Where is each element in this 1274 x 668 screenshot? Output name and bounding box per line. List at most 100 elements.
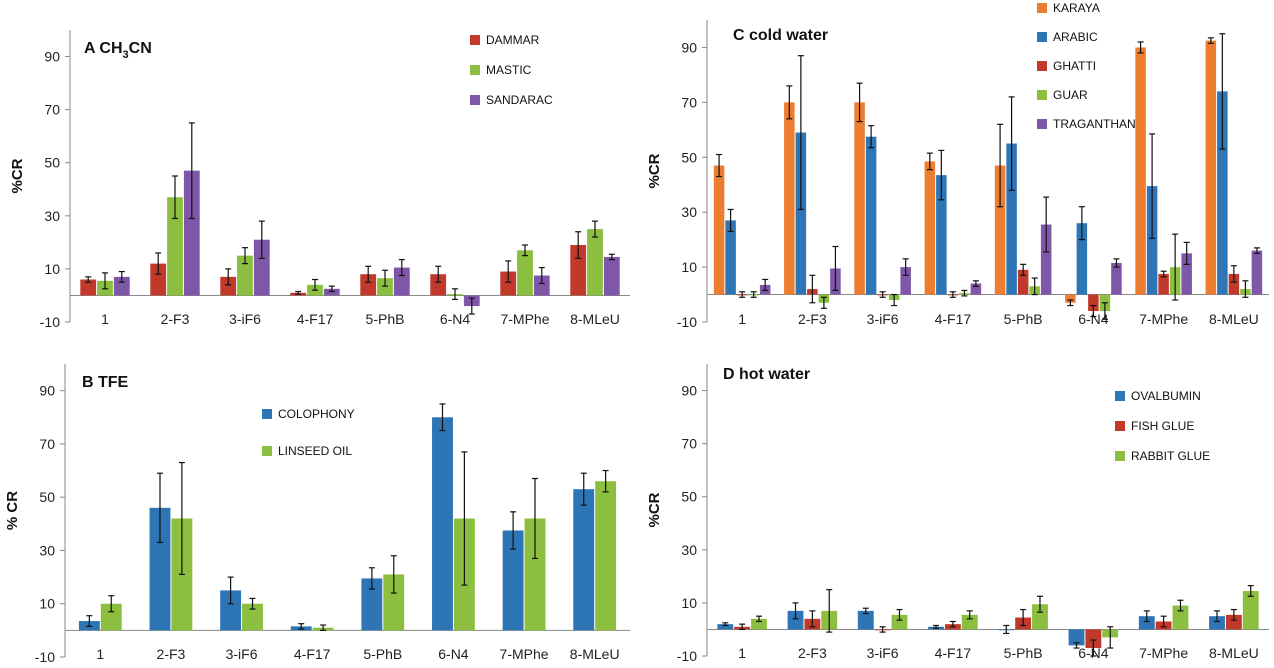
x-tick-label: 5-PhB bbox=[366, 311, 405, 327]
legend-label: MASTIC bbox=[486, 63, 532, 77]
y-tick-label: 50 bbox=[681, 149, 697, 165]
x-tick-label: 2-F3 bbox=[161, 311, 190, 327]
y-tick-label: 90 bbox=[44, 49, 60, 65]
bar-c-traganthan bbox=[1251, 250, 1263, 295]
legend-swatch bbox=[1037, 3, 1047, 13]
legend-swatch bbox=[1037, 90, 1047, 100]
bar-c-karaya bbox=[924, 161, 936, 295]
legend-swatch bbox=[262, 446, 272, 456]
x-tick-label: 1 bbox=[96, 646, 104, 662]
bar-d-ovalbumin bbox=[717, 624, 734, 630]
bar-b-linseed-oil bbox=[595, 481, 617, 631]
x-tick-label: 8-MLeU bbox=[570, 311, 620, 327]
bar-b-linseed-oil bbox=[524, 518, 546, 631]
bar-d-ovalbumin bbox=[1138, 616, 1155, 630]
bar-c-arabic bbox=[1006, 143, 1017, 295]
x-tick-label: 1 bbox=[738, 311, 746, 327]
bar-a-dammar bbox=[220, 276, 237, 296]
bar-a-sandarac bbox=[183, 170, 200, 296]
x-tick-label: 8-MLeU bbox=[570, 646, 620, 662]
bar-d-rabbit-glue bbox=[751, 618, 767, 630]
legend-swatch bbox=[1115, 391, 1125, 401]
legend-label: ARABIC bbox=[1053, 30, 1098, 44]
y-tick-label: 30 bbox=[44, 208, 60, 224]
y-tick-label: 50 bbox=[681, 489, 697, 505]
y-tick-label: 70 bbox=[44, 102, 60, 118]
bar-c-arabic bbox=[865, 136, 877, 295]
bar-c-arabic bbox=[1217, 91, 1228, 295]
x-tick-label: 7-MPhe bbox=[1139, 311, 1188, 327]
bar-c-traganthan bbox=[1181, 253, 1192, 295]
chart-panel-d: -10 10 30 50 70 90 %CR D hot water 1 2-F3 3-iF6 4-F… bbox=[646, 364, 1269, 664]
bar-a-mastic bbox=[237, 255, 253, 296]
x-tick-label: 3-iF6 bbox=[867, 311, 899, 327]
panel-title: C cold water bbox=[733, 27, 828, 44]
x-tick-label: 7-MPhe bbox=[500, 646, 549, 662]
x-tick-label: 5-PhB bbox=[363, 646, 402, 662]
bar-d-ovalbumin bbox=[857, 610, 874, 630]
y-tick-label: 70 bbox=[681, 94, 697, 110]
x-tick-label: 5-PhB bbox=[1004, 645, 1043, 661]
legend-swatch bbox=[470, 35, 480, 45]
x-tick-label: 5-PhB bbox=[1004, 311, 1043, 327]
bar-a-dammar bbox=[430, 274, 447, 296]
bar-a-sandarac bbox=[533, 275, 550, 296]
y-tick-label: 10 bbox=[681, 259, 697, 275]
bar-c-traganthan bbox=[1111, 262, 1122, 295]
bar-c-karaya bbox=[1135, 47, 1146, 295]
y-tick-label: 10 bbox=[681, 595, 697, 611]
bar-c-karaya bbox=[713, 165, 725, 295]
bar-c-karaya bbox=[1205, 40, 1217, 295]
legend-swatch bbox=[1037, 32, 1047, 42]
panel-title-subscript: 3 bbox=[123, 49, 129, 61]
bar-a-dammar bbox=[80, 279, 97, 296]
legend-swatch bbox=[1037, 61, 1047, 71]
bar-b-colophony bbox=[220, 590, 242, 631]
bar-a-dammar bbox=[570, 245, 587, 296]
legend-swatch bbox=[470, 65, 480, 75]
bar-a-sandarac bbox=[603, 256, 620, 296]
bar-a-mastic bbox=[587, 229, 603, 296]
legend-label: RABBIT GLUE bbox=[1131, 449, 1210, 463]
legend-swatch bbox=[1115, 451, 1125, 461]
y-tick-label: 50 bbox=[44, 155, 60, 171]
bar-d-rabbit-glue bbox=[891, 614, 908, 630]
legend-swatch bbox=[1037, 119, 1047, 129]
x-tick-label: 6-N4 bbox=[1078, 311, 1109, 327]
legend-swatch bbox=[470, 95, 480, 105]
legend-label: KARAYA bbox=[1053, 1, 1100, 15]
bar-d-rabbit-glue bbox=[1032, 604, 1048, 630]
y-tick-label: -10 bbox=[40, 314, 60, 330]
y-axis-label: % CR bbox=[4, 491, 21, 530]
bar-b-linseed-oil bbox=[100, 603, 122, 631]
bar-a-sandarac bbox=[253, 239, 270, 296]
y-tick-label: 90 bbox=[681, 39, 697, 55]
x-tick-label: 6-N4 bbox=[438, 646, 469, 662]
x-tick-label: 4-F17 bbox=[935, 645, 972, 661]
y-tick-label: 90 bbox=[681, 383, 697, 399]
x-tick-label: 8-MLeU bbox=[1209, 645, 1259, 661]
chart-panel-a: -10 10 30 50 70 90 %CR A CH3CN 1 2-F3 3-iF6 4-F17 5-… bbox=[9, 30, 630, 330]
panel-title-part: A CH bbox=[84, 40, 123, 57]
bar-c-arabic bbox=[725, 220, 736, 295]
x-tick-label: 4-F17 bbox=[297, 311, 334, 327]
bar-d-rabbit-glue bbox=[961, 614, 978, 630]
y-tick-label: 90 bbox=[39, 383, 55, 399]
legend-label: GHATTI bbox=[1053, 59, 1096, 73]
chart-panel-b: -10 10 30 50 70 90 % CR B TFE 1 2-F3 3-iF6 4-F17 5-P… bbox=[4, 364, 630, 665]
bar-c-ghatti bbox=[1088, 294, 1099, 312]
legend-label: LINSEED OIL bbox=[278, 444, 352, 458]
legend-label: FISH GLUE bbox=[1131, 419, 1194, 433]
y-tick-label: 30 bbox=[39, 542, 55, 558]
y-tick-label: 30 bbox=[681, 204, 697, 220]
y-tick-label: 70 bbox=[39, 436, 55, 452]
y-tick-label: -10 bbox=[677, 314, 697, 330]
x-tick-label: 6-N4 bbox=[440, 311, 471, 327]
x-tick-label: 3-iF6 bbox=[867, 645, 899, 661]
bar-b-colophony bbox=[573, 489, 595, 631]
bar-c-arabic bbox=[795, 132, 807, 295]
x-tick-label: 4-F17 bbox=[935, 311, 972, 327]
bar-d-ovalbumin bbox=[787, 610, 804, 630]
x-tick-label: 2-F3 bbox=[798, 311, 827, 327]
